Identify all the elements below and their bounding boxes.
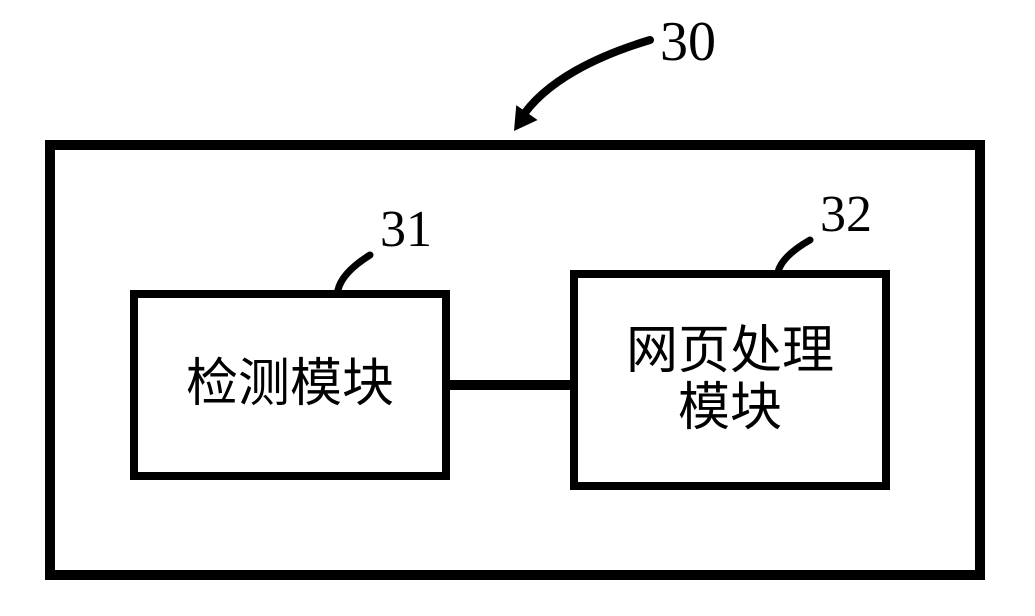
ref-32-tick — [778, 240, 810, 272]
ref-31-tick — [338, 255, 370, 290]
annotation-svg-layer — [0, 0, 1035, 616]
ref-30-arrow-curve — [520, 40, 650, 120]
diagram-canvas: 检测模块 网页处理模块 31 32 30 — [0, 0, 1035, 616]
